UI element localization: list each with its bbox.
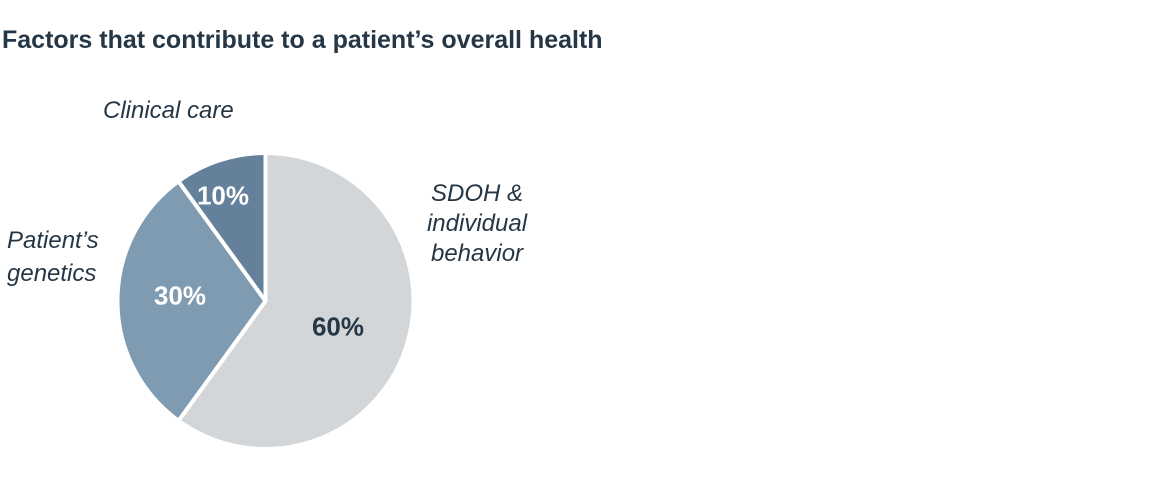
pie-slice-sdoh-individual-behavior [176,151,416,451]
slice-label-patients-genetics: Patient’s genetics [7,224,99,290]
slice-label-line: SDOH & [430,180,523,207]
slice-value-label-clinical: 10% [196,180,250,211]
slice-label-sdoh-individual-behavior: SDOH & individual behavior [416,179,538,269]
slice-label-line: genetics [7,260,97,287]
slice-value-label-sdoh: 60% [311,311,365,342]
pie-slice-patient-s-genetics [115,179,268,423]
chart-title: Factors that contribute to a patient’s o… [2,26,603,54]
slice-label-line: behavior [430,240,524,267]
slice-label-clinical-care: Clinical care [103,95,234,126]
slice-label-line: Clinical care [103,97,234,124]
pie-slice-clinical-care [176,151,268,303]
slice-label-line: Patient’s [7,227,99,254]
slice-label-line: individual [426,210,528,237]
slice-value-label-genetics: 30% [153,280,207,311]
